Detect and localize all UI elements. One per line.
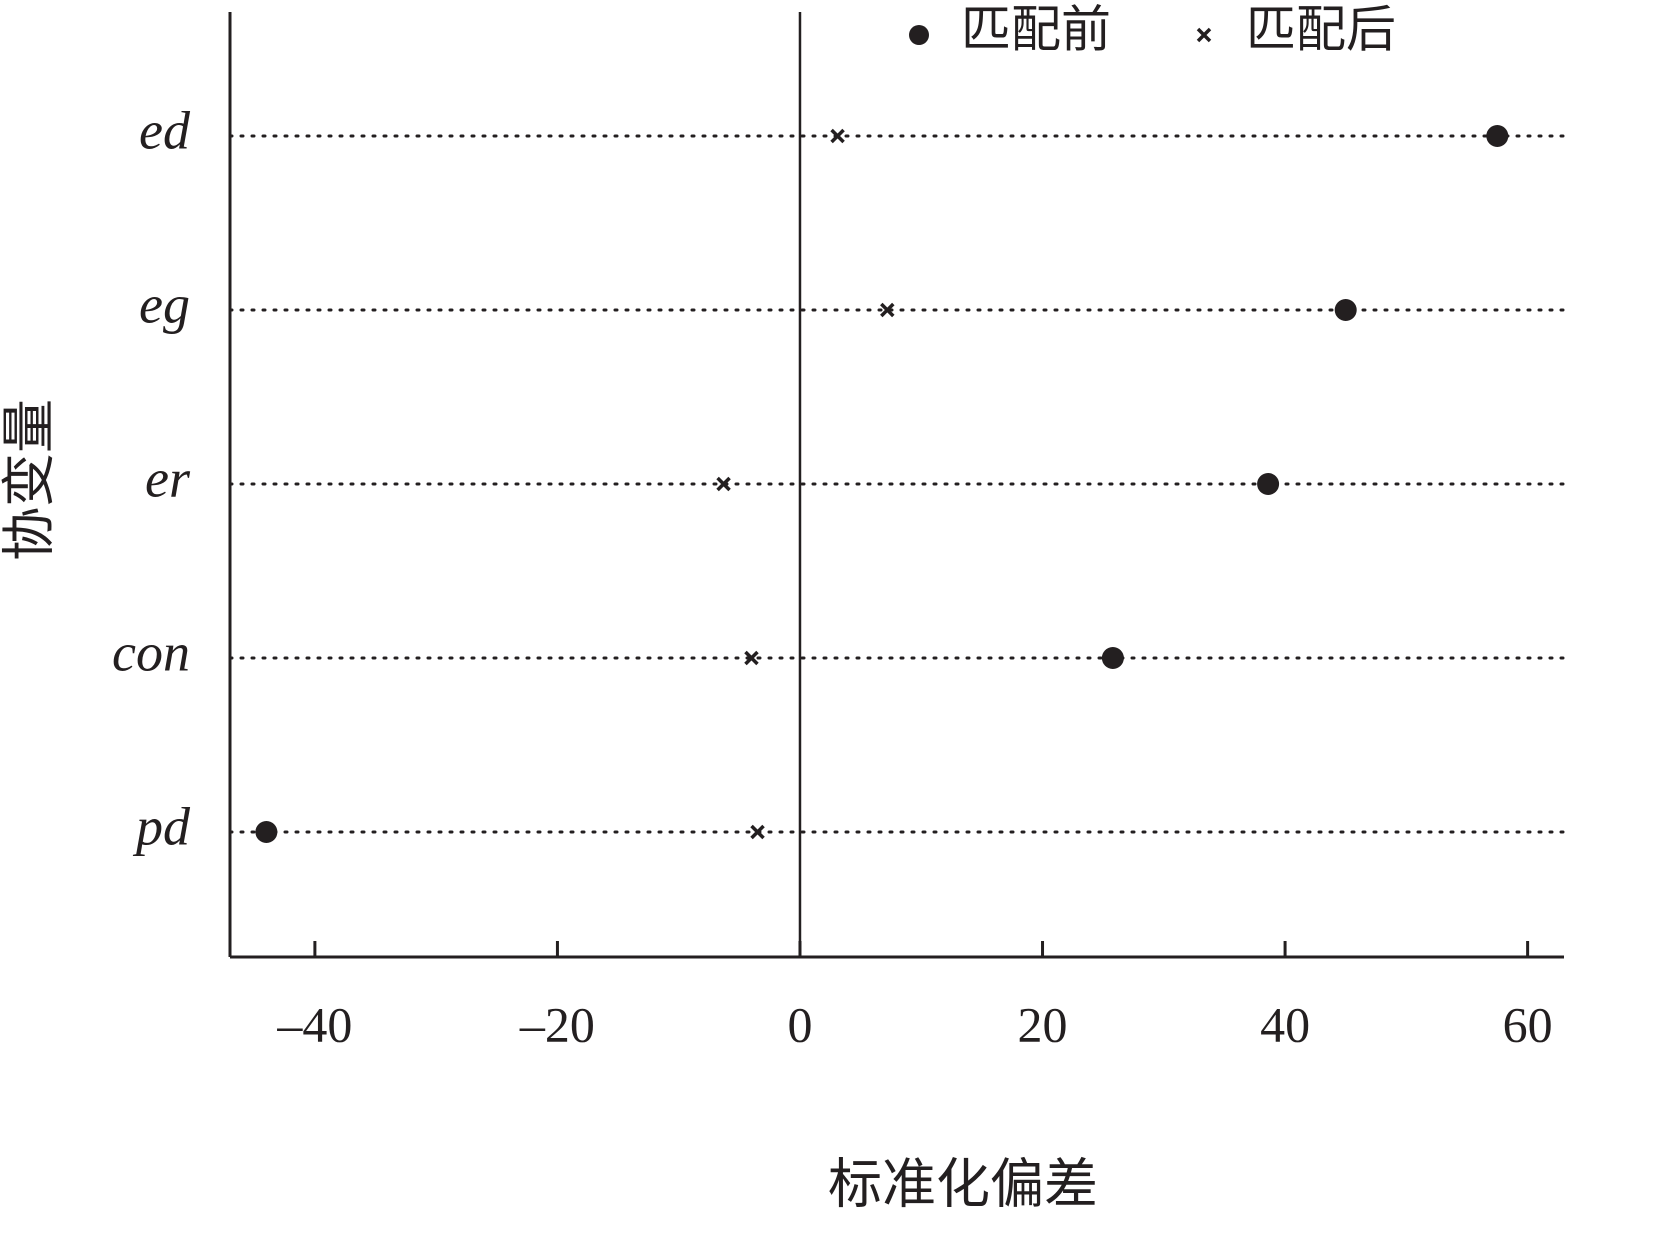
category-label: con	[112, 622, 190, 682]
dot-marker	[716, 476, 731, 492]
x-tick-label: 40	[1260, 996, 1310, 1052]
dot-marker	[1486, 125, 1509, 147]
x-axis-label: 标准化偏差	[828, 1154, 1098, 1214]
dot-marker	[750, 824, 765, 840]
legend-marker	[909, 25, 929, 45]
dot-marker	[1101, 647, 1124, 669]
dot-marker	[1257, 473, 1280, 495]
dot-marker	[255, 821, 278, 843]
x-tick-label: 60	[1503, 996, 1553, 1052]
category-label: eg	[139, 274, 190, 334]
x-tick-label: 0	[787, 996, 812, 1052]
legend-label: 匹配前	[961, 1, 1111, 57]
x-tick-label: –40	[276, 996, 352, 1052]
dot-marker	[830, 128, 845, 144]
category-label: ed	[139, 100, 191, 160]
legend-marker	[1196, 27, 1212, 43]
y-axis-label: 协变量	[0, 399, 59, 561]
dot-marker	[1334, 299, 1357, 321]
category-label: pd	[132, 796, 191, 856]
x-tick-label: –20	[519, 996, 595, 1052]
x-tick-label: 20	[1018, 996, 1068, 1052]
legend-label: 匹配后	[1246, 1, 1396, 57]
dot-marker	[880, 302, 895, 318]
category-label: er	[145, 448, 191, 508]
dot-marker	[744, 650, 759, 666]
